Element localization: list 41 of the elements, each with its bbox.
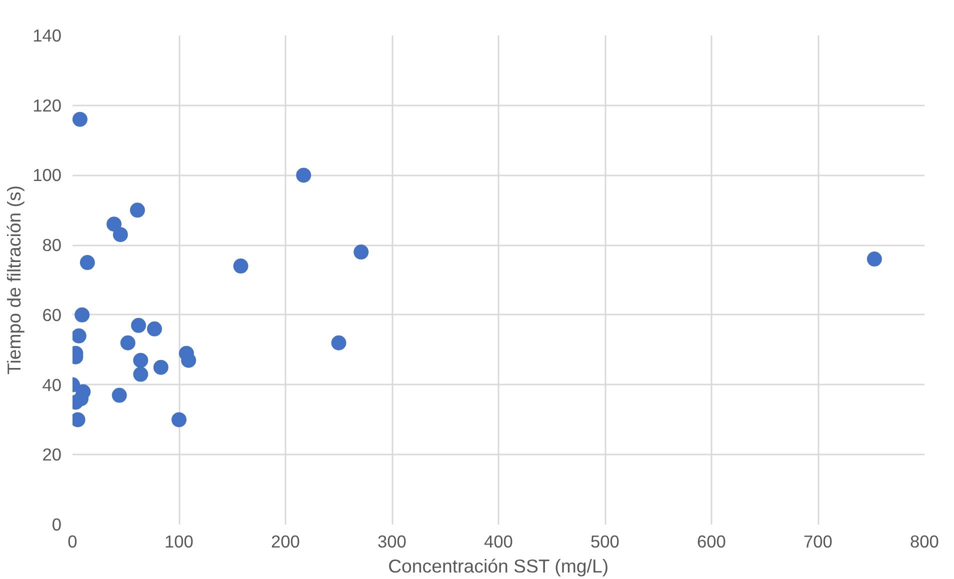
y-tick-label: 20 — [42, 444, 62, 465]
point — [80, 255, 95, 270]
point — [354, 244, 369, 260]
y-axis-title: Tiempo de filtración (s) — [4, 185, 25, 375]
point — [72, 112, 88, 127]
point — [72, 328, 86, 344]
x-tick-label: 0 — [68, 532, 78, 552]
point — [74, 307, 90, 322]
y-tick-label: 100 — [32, 165, 62, 186]
point — [181, 352, 196, 368]
x-tick-label: 200 — [271, 532, 300, 552]
point — [74, 391, 89, 406]
x-tick-label: 100 — [164, 532, 194, 552]
point — [296, 168, 312, 183]
x-tick-label: 400 — [484, 532, 513, 552]
point — [866, 252, 882, 267]
point — [331, 335, 346, 350]
point — [133, 352, 148, 368]
y-tick-label: 80 — [42, 235, 62, 256]
y-tick-label: 140 — [32, 26, 62, 46]
x-tick-label: 300 — [378, 532, 406, 552]
point — [153, 360, 168, 375]
x-tick-label: 800 — [910, 532, 939, 552]
point — [233, 258, 248, 274]
point — [133, 366, 148, 382]
y-tick-label: 40 — [42, 374, 62, 395]
point — [112, 227, 128, 242]
point — [172, 412, 186, 428]
point — [120, 335, 136, 350]
point — [106, 216, 122, 232]
y-tick-label: 0 — [52, 514, 62, 534]
x-tick-label: 700 — [804, 532, 832, 552]
x-tick-label: 500 — [590, 532, 620, 552]
point — [131, 318, 146, 333]
y-tick-label: 120 — [32, 95, 62, 116]
point — [147, 321, 162, 336]
point — [112, 388, 127, 403]
point — [130, 202, 145, 218]
y-tick-label: 60 — [42, 304, 62, 325]
x-axis-title: Concentración SST (mg/L) — [388, 556, 609, 576]
x-tick-label: 600 — [697, 532, 726, 552]
